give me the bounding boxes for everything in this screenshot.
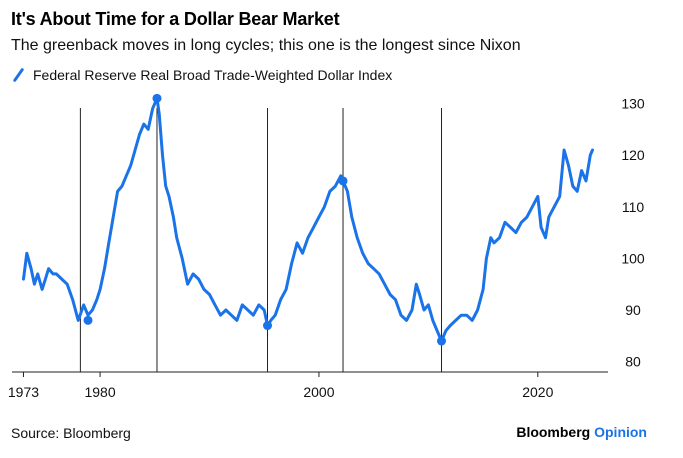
y-tick-label: 120 bbox=[621, 147, 645, 163]
y-tick-label: 100 bbox=[621, 250, 645, 266]
y-tick-label: 110 bbox=[622, 199, 645, 215]
turning-point-marker bbox=[338, 176, 348, 186]
source-note: Source: Bloomberg bbox=[11, 425, 131, 441]
turning-point-marker bbox=[83, 315, 93, 325]
y-tick-label: 130 bbox=[621, 95, 645, 111]
chart-subtitle: The greenback moves in long cycles; this… bbox=[11, 37, 521, 54]
series-line bbox=[22, 96, 594, 343]
brand-logo: Bloomberg Opinion bbox=[516, 424, 647, 440]
legend: Federal Reserve Real Broad Trade-Weighte… bbox=[11, 67, 392, 83]
x-tick-label: 2000 bbox=[303, 384, 334, 400]
x-tick-label: 1973 bbox=[8, 384, 39, 400]
chart-title: It's About Time for a Dollar Bear Market bbox=[11, 9, 340, 29]
y-tick-label: 80 bbox=[625, 354, 641, 370]
x-tick-label: 1980 bbox=[84, 384, 115, 400]
turning-point-marker bbox=[437, 336, 447, 346]
legend-label: Federal Reserve Real Broad Trade-Weighte… bbox=[33, 67, 393, 83]
brand-main: Bloomberg bbox=[516, 424, 591, 440]
y-tick-label: 90 bbox=[625, 302, 641, 318]
x-tick-label: 2020 bbox=[522, 384, 553, 400]
turning-point-marker bbox=[152, 93, 162, 103]
turning-point-marker bbox=[263, 321, 273, 331]
brand-accent: Opinion bbox=[594, 424, 647, 440]
